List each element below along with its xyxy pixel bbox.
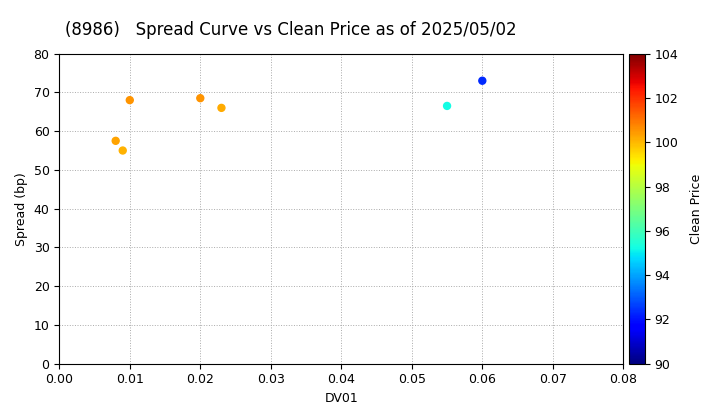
Y-axis label: Spread (bp): Spread (bp)	[15, 172, 28, 246]
Point	[124, 97, 135, 103]
Point	[117, 147, 128, 154]
Point	[441, 102, 453, 109]
Point	[477, 77, 488, 84]
Point	[216, 105, 228, 111]
Point	[110, 137, 122, 144]
Text: (8986)   Spread Curve vs Clean Price as of 2025/05/02: (8986) Spread Curve vs Clean Price as of…	[65, 21, 516, 39]
Point	[194, 95, 206, 102]
Y-axis label: Clean Price: Clean Price	[690, 173, 703, 244]
X-axis label: DV01: DV01	[325, 392, 358, 405]
